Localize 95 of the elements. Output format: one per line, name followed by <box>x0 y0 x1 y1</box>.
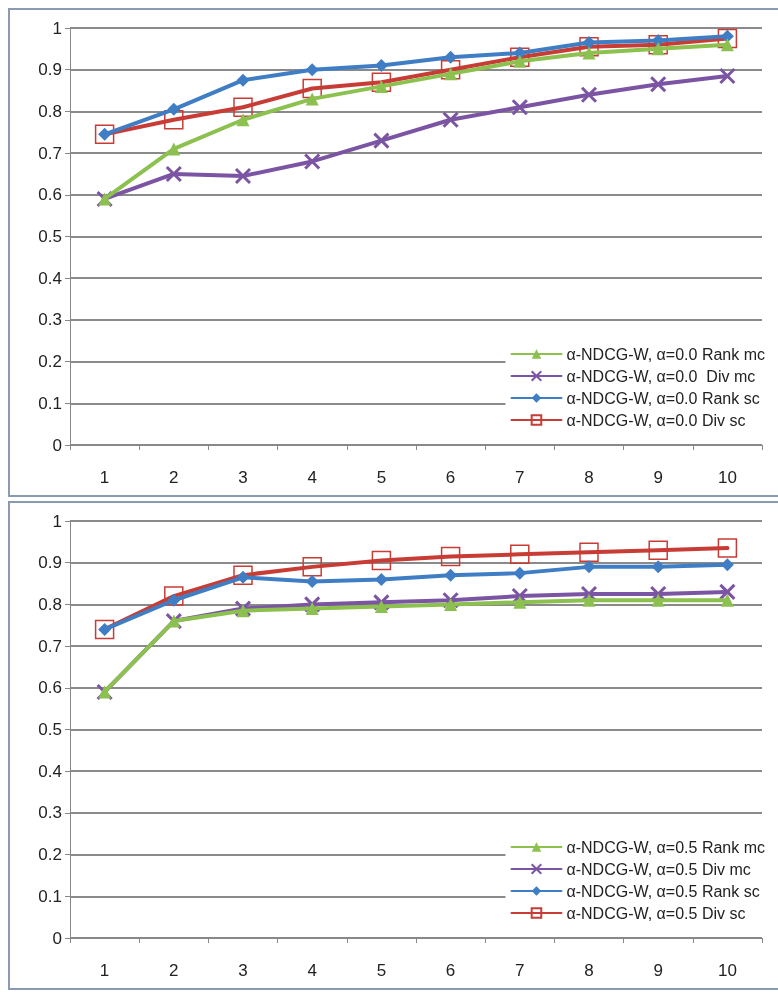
point <box>234 600 252 618</box>
x-tick-label: 10 <box>717 468 737 487</box>
y-tick-label: 0.6 <box>38 678 62 698</box>
x-tick-label: 3 <box>238 468 248 487</box>
point <box>720 593 734 607</box>
point <box>303 152 321 170</box>
point <box>513 566 527 580</box>
point <box>305 574 319 588</box>
y-tick-label: 0.8 <box>38 594 62 614</box>
point <box>236 604 250 618</box>
point <box>444 50 458 64</box>
x-tick-label: 10 <box>717 961 737 980</box>
y-tick-label: 0 <box>52 435 62 455</box>
y-tick-label: 0.6 <box>38 185 62 205</box>
point <box>718 583 736 601</box>
x-tick-label: 5 <box>376 961 387 980</box>
x-tick-label: 2 <box>169 961 179 980</box>
y-tick-label: 0.3 <box>38 310 62 330</box>
point <box>718 67 736 85</box>
legend-label: α-NDCG-W, α=0.0 Rank sc <box>566 389 760 407</box>
y-tick-label: 0.5 <box>38 227 62 246</box>
y-tick-label: 0.9 <box>38 60 62 80</box>
x-tick-label: 9 <box>653 468 663 487</box>
y-tick-label: 0.7 <box>38 636 62 656</box>
point <box>236 73 250 87</box>
point <box>582 560 596 574</box>
point <box>371 550 392 571</box>
point <box>234 167 252 185</box>
point <box>371 72 392 92</box>
x-tick-label: 7 <box>515 961 525 980</box>
point <box>649 75 667 93</box>
point <box>236 113 250 127</box>
legend-label: α-NDCG-W, α=0.0 Rank mc <box>566 345 765 363</box>
point <box>302 557 322 577</box>
point <box>444 568 458 582</box>
point <box>717 28 738 49</box>
y-tick-label: 0.4 <box>38 761 62 781</box>
x-tick-label: 6 <box>445 961 456 980</box>
y-tick-label: 1 <box>52 511 62 531</box>
point <box>580 86 598 104</box>
point <box>717 538 738 558</box>
x-tick-label: 6 <box>445 468 456 487</box>
point <box>305 602 319 616</box>
x-tick-label: 7 <box>515 468 525 487</box>
point <box>305 63 319 77</box>
y-tick-label: 0.1 <box>38 886 62 906</box>
point <box>374 59 388 73</box>
x-tick-label: 5 <box>376 468 387 487</box>
legend-label: α-NDCG-W, α=0.5 Div sc <box>566 904 746 922</box>
point <box>233 97 253 117</box>
x-tick-label: 1 <box>99 961 110 980</box>
y-tick-label: 1 <box>52 18 62 38</box>
x-tick-label: 2 <box>169 468 179 487</box>
point <box>305 92 319 106</box>
x-tick-label: 4 <box>307 468 317 487</box>
x-tick-label: 3 <box>238 961 248 980</box>
point <box>648 540 668 560</box>
legend-label: α-NDCG-W, α=0.5 Rank sc <box>566 882 760 900</box>
point <box>167 142 181 156</box>
point <box>511 98 529 116</box>
y-tick-label: 0.9 <box>38 553 62 573</box>
x-tick-label: 8 <box>584 468 594 487</box>
point <box>720 558 734 572</box>
point <box>374 572 388 586</box>
x-tick-label: 1 <box>99 468 110 487</box>
point <box>440 546 461 567</box>
point <box>372 132 390 150</box>
legend-label: α-NDCG-W, α=0.0 Div sc <box>566 411 746 429</box>
point <box>582 593 596 607</box>
y-tick-label: 0.2 <box>38 845 62 865</box>
point <box>442 111 460 129</box>
legend-label: α-NDCG-W, α=0.5 Rank mc <box>566 838 765 856</box>
y-tick-label: 0.4 <box>38 268 62 288</box>
y-tick-label: 0.1 <box>38 393 62 413</box>
point <box>444 597 458 611</box>
legend-label: α-NDCG-W, α=0.0 Div mc <box>566 367 756 385</box>
y-tick-label: 0.7 <box>38 143 62 163</box>
y-tick-label: 0.3 <box>38 803 62 823</box>
point <box>513 595 527 609</box>
y-tick-label: 0.2 <box>38 352 62 372</box>
legend-label: α-NDCG-W, α=0.5 Div mc <box>566 860 751 878</box>
x-tick-label: 4 <box>307 961 317 980</box>
point <box>651 560 665 574</box>
point <box>167 102 181 116</box>
point <box>579 542 599 563</box>
y-tick-label: 0 <box>52 928 62 948</box>
point <box>510 544 530 565</box>
point <box>374 599 388 613</box>
point <box>233 565 253 585</box>
point <box>651 593 665 607</box>
point <box>165 165 183 183</box>
y-tick-label: 0.5 <box>38 720 62 739</box>
y-tick-label: 0.8 <box>38 101 62 121</box>
x-tick-label: 9 <box>653 961 663 980</box>
x-tick-label: 8 <box>584 961 594 980</box>
